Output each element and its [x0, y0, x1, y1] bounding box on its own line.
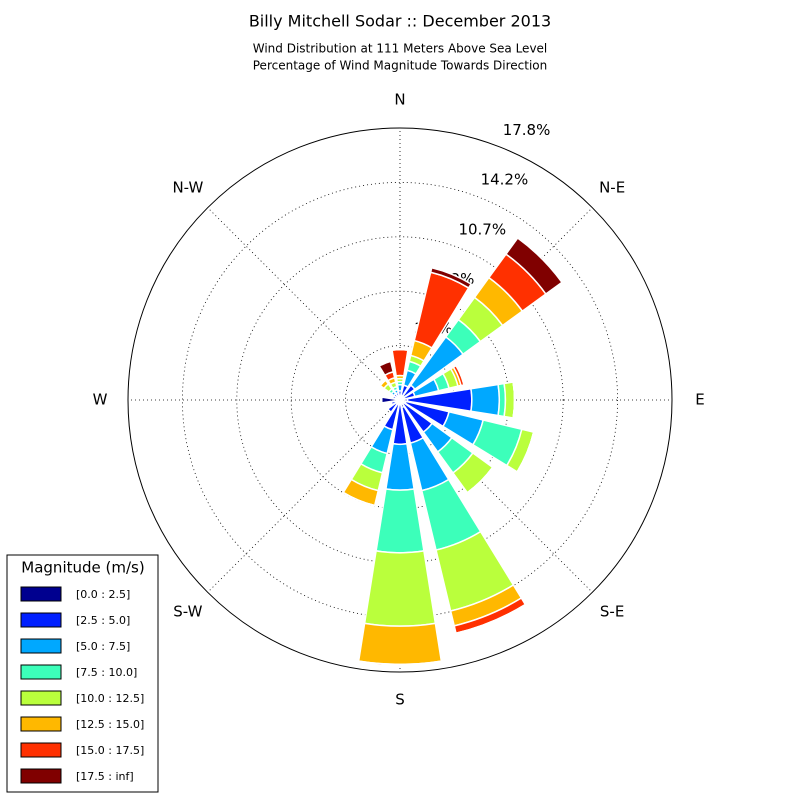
wedge-segment	[504, 237, 563, 296]
radial-tick-label: 10.7%	[458, 220, 506, 238]
angle-grid-line	[207, 399, 401, 593]
legend-swatch	[20, 638, 62, 654]
chart-title: Billy Mitchell Sodar :: December 2013	[249, 12, 551, 31]
outer-ring	[127, 127, 673, 673]
wedge-segment	[385, 442, 415, 491]
legend-swatch	[20, 690, 62, 706]
chart-subtitle: Percentage of Wind Magnitude Towards Dir…	[253, 59, 547, 73]
legend-title: Magnitude (m/s)	[21, 559, 144, 577]
chart-subtitle: Wind Distribution at 111 Meters Above Se…	[253, 42, 548, 56]
grid-ring	[181, 181, 619, 619]
legend-label: [2.5 : 5.0]	[76, 614, 130, 627]
legend-label: [17.5 : inf]	[76, 770, 134, 783]
legend-label: [10.0 : 12.5]	[76, 692, 144, 705]
direction-label: S	[395, 691, 405, 709]
direction-label: N-W	[172, 178, 203, 196]
legend-swatch	[20, 586, 62, 602]
radial-tick-label: 17.8%	[503, 121, 551, 139]
direction-label: E	[695, 391, 704, 409]
legend-swatch	[20, 664, 62, 680]
legend-label: [15.0 : 17.5]	[76, 744, 144, 757]
direction-label: W	[93, 391, 108, 409]
legend-swatch	[20, 612, 62, 628]
grid-ring	[290, 290, 510, 510]
wedge-segment	[455, 603, 526, 635]
wedge-segment	[429, 266, 473, 289]
legend-swatch	[20, 768, 62, 784]
wedge-segment	[512, 381, 516, 419]
wedge-segment	[363, 550, 437, 627]
wedge-segment	[357, 622, 443, 666]
legend-label: [7.5 : 10.0]	[76, 666, 137, 679]
wedge-segment	[470, 383, 501, 417]
legend-label: [5.0 : 7.5]	[76, 640, 130, 653]
wedge-segment	[375, 488, 425, 554]
direction-label: S-W	[173, 603, 202, 621]
wedge-segment	[503, 381, 516, 419]
angle-grid-line	[399, 399, 593, 593]
wedge-segment	[391, 348, 409, 351]
direction-label: S-E	[600, 603, 624, 621]
radial-tick-label: 14.2%	[481, 171, 529, 189]
wedge-segment	[391, 395, 395, 399]
legend-swatch	[20, 716, 62, 732]
direction-label: N-E	[599, 178, 625, 196]
wedge-segment	[516, 431, 535, 473]
wedge-segment	[391, 348, 409, 377]
wedge-segment	[342, 491, 375, 507]
wedge-segment	[378, 360, 395, 377]
legend-label: [12.5 : 15.0]	[76, 718, 144, 731]
direction-label: N	[394, 91, 405, 109]
angle-grid-line	[207, 207, 401, 401]
legend-swatch	[20, 742, 62, 758]
legend-label: [0.0 : 2.5]	[76, 588, 130, 601]
